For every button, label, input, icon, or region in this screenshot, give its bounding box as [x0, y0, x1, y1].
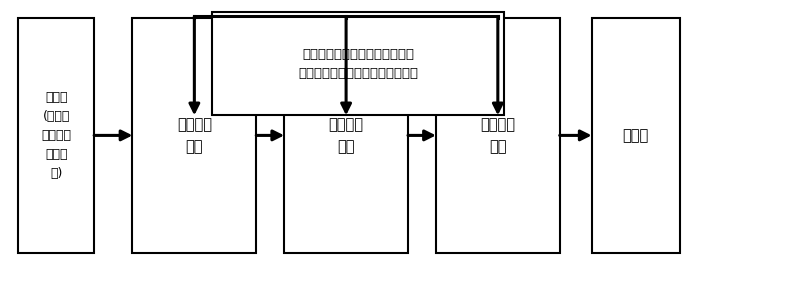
Text: 三氯氢硅
合成: 三氯氢硅 合成 [177, 117, 212, 154]
Text: 尾气（氢气、氯化氢、二氯二氢
硅、三氯氢硅、四氯化硅、杂质）: 尾气（氢气、氯化氢、二氯二氢 硅、三氯氢硅、四氯化硅、杂质） [298, 48, 418, 80]
Bar [592, 18, 679, 253]
Text: 高纯氢气
还原: 高纯氢气 还原 [480, 117, 515, 154]
Text: 工业硅
(含钙、
铁、铝、
硼等杂
质): 工业硅 (含钙、 铁、铝、 硼等杂 质) [41, 91, 71, 180]
Bar [436, 18, 560, 253]
Bar [284, 18, 408, 253]
Text: 三氯氢硅
提纯: 三氯氢硅 提纯 [329, 117, 363, 154]
Bar [133, 18, 256, 253]
Text: 多晶硅: 多晶硅 [622, 128, 649, 143]
Bar [212, 12, 504, 115]
Bar [18, 18, 94, 253]
